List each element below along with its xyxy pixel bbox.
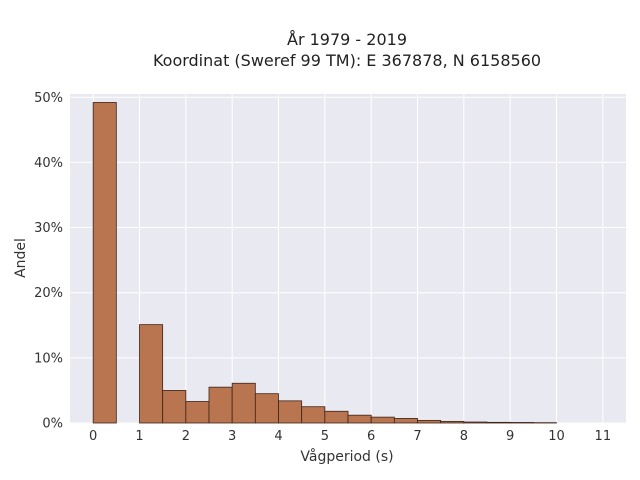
x-tick-label: 2: [182, 429, 190, 444]
histogram-bar: [417, 419, 442, 424]
histogram-bar: [301, 406, 326, 424]
histogram-bar: [185, 401, 210, 424]
histogram-bar: [254, 393, 279, 424]
chart-title-line-1: År 1979 - 2019: [287, 30, 407, 49]
chart-title-line-2: Koordinat (Sweref 99 TM): E 367878, N 61…: [153, 51, 541, 70]
x-tick-label: 3: [228, 429, 236, 444]
x-tick-label: 4: [274, 429, 282, 444]
y-tick-label: 50%: [34, 91, 63, 106]
x-tick-label: 1: [135, 429, 143, 444]
y-tick-label: 30%: [34, 221, 63, 236]
histogram-bar: [139, 324, 164, 424]
tick-labels: 0 1 2 3 4 5 6 7 8 9 10 11 0% 10% 20% 30% 40% 50%: [34, 91, 611, 444]
x-tick-label: 8: [460, 429, 468, 444]
y-tick-label: 0%: [42, 417, 63, 432]
x-tick-label: 10: [548, 429, 565, 444]
x-tick-label: 6: [367, 429, 375, 444]
histogram-bar: [440, 420, 465, 424]
x-tick-label: 5: [321, 429, 329, 444]
histogram-bar: [231, 382, 256, 424]
histogram-bar: [347, 414, 372, 424]
histogram-bar: [370, 416, 395, 424]
histogram-bar: [162, 390, 187, 424]
histogram-bar: [208, 386, 233, 424]
bars: [92, 102, 557, 424]
histogram-bar: [92, 102, 117, 424]
histogram-bar: [324, 410, 349, 424]
histogram-bar: [463, 421, 488, 424]
histogram-bar: [486, 421, 511, 424]
x-tick-label: 7: [413, 429, 421, 444]
y-tick-label: 40%: [34, 156, 63, 171]
y-tick-label: 20%: [34, 286, 63, 301]
histogram-bar: [393, 418, 418, 424]
histogram-bar: [509, 422, 534, 424]
y-axis-label: Andel: [13, 238, 29, 278]
x-axis-label: Vågperiod (s): [300, 448, 393, 465]
y-tick-label: 10%: [34, 351, 63, 366]
x-tick-label: 9: [506, 429, 514, 444]
histogram-bar: [278, 400, 303, 424]
x-tick-label: 11: [595, 429, 612, 444]
x-tick-label: 0: [89, 429, 97, 444]
